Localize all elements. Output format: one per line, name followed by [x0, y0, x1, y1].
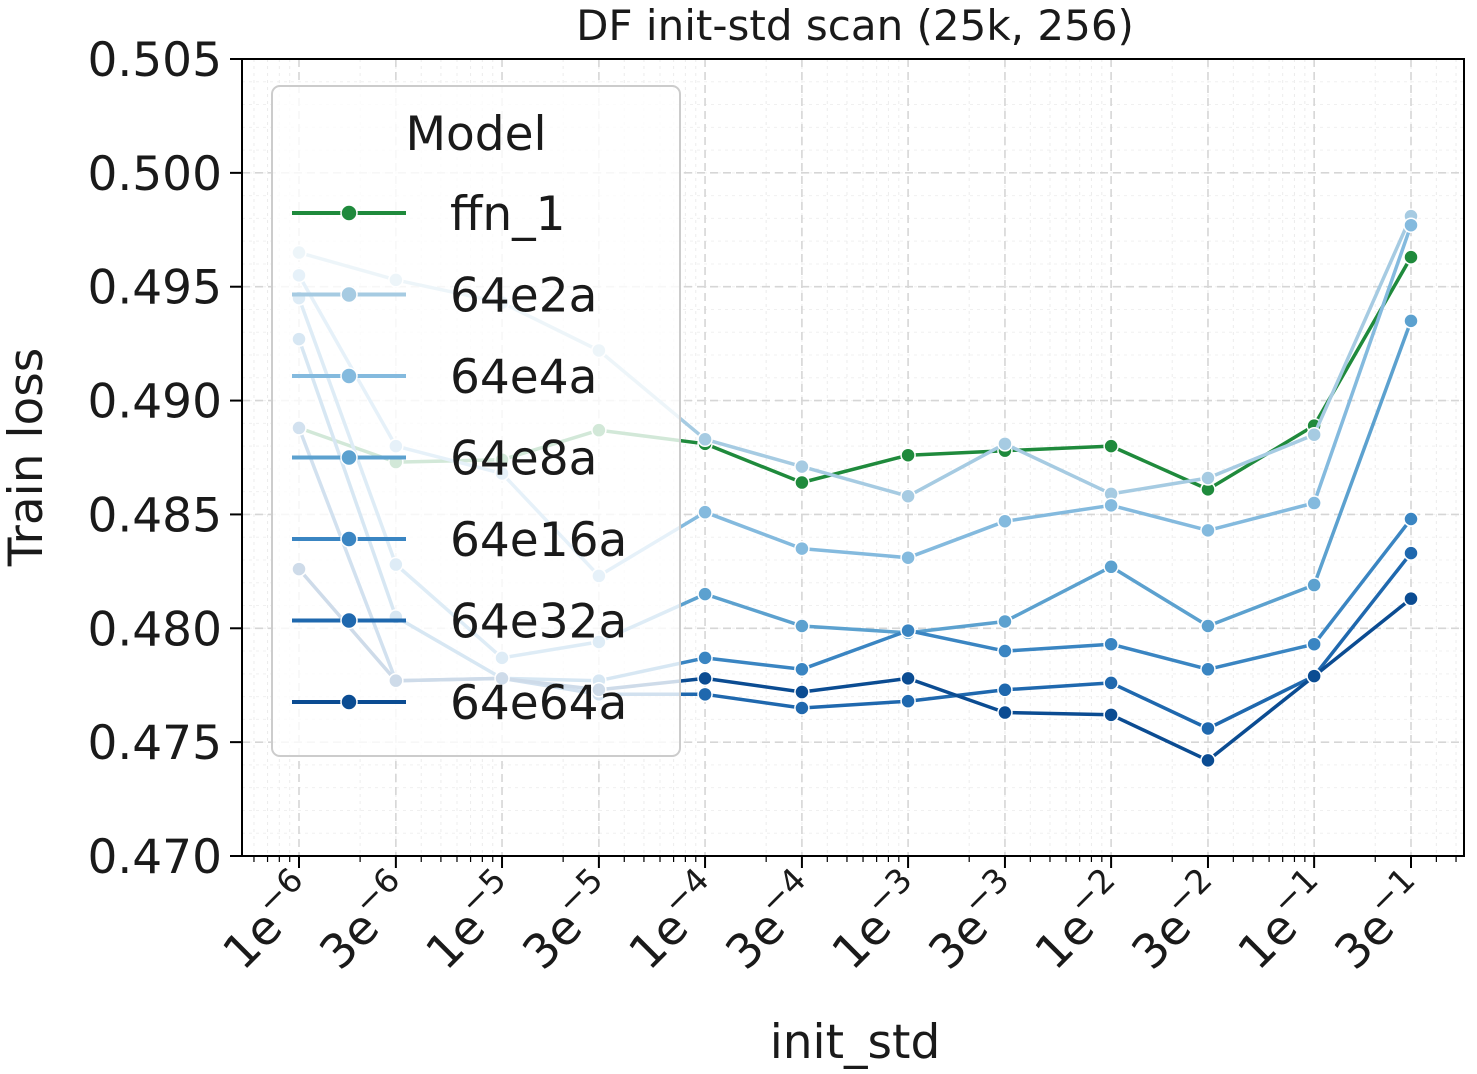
y-tick-label: 0.475	[87, 716, 222, 771]
data-point	[1307, 428, 1321, 442]
legend-label: 64e2a	[450, 269, 597, 324]
data-point	[698, 687, 712, 701]
x-axis-label: init_std	[770, 1015, 941, 1070]
data-point	[901, 671, 915, 685]
data-point	[1201, 662, 1215, 676]
data-point	[1201, 721, 1215, 735]
data-point	[1104, 676, 1118, 690]
data-point	[698, 651, 712, 665]
legend-marker	[341, 694, 357, 710]
y-tick-label: 0.470	[87, 830, 222, 885]
data-point	[795, 701, 809, 715]
data-point	[1404, 314, 1418, 328]
legend-title: Model	[405, 107, 546, 162]
legend-label: 64e4a	[450, 350, 597, 405]
data-point	[1404, 512, 1418, 526]
data-point	[698, 505, 712, 519]
data-point	[698, 671, 712, 685]
y-tick-label: 0.490	[87, 375, 222, 430]
data-point	[901, 489, 915, 503]
data-point	[1104, 498, 1118, 512]
data-point	[998, 614, 1012, 628]
legend-marker	[341, 613, 357, 629]
data-point	[1307, 637, 1321, 651]
data-point	[1104, 439, 1118, 453]
legend-label: ffn_1	[450, 187, 566, 242]
data-point	[1307, 578, 1321, 592]
legend-label: 64e8a	[450, 432, 597, 487]
data-point	[1104, 637, 1118, 651]
data-point	[1404, 250, 1418, 264]
y-tick-label: 0.495	[87, 261, 222, 316]
data-point	[998, 706, 1012, 720]
data-point	[998, 514, 1012, 528]
legend: Model ffn_1 64e2a 64e4a 64e8a 64e16a 64e32a 64…	[272, 86, 680, 756]
data-point	[901, 448, 915, 462]
y-axis-label: Train loss	[0, 348, 54, 568]
data-point	[1104, 560, 1118, 574]
data-point	[901, 624, 915, 638]
data-point	[1404, 218, 1418, 232]
data-point	[795, 460, 809, 474]
data-point	[901, 694, 915, 708]
data-point	[698, 587, 712, 601]
data-point	[795, 662, 809, 676]
data-point	[1104, 708, 1118, 722]
data-point	[998, 644, 1012, 658]
data-point	[1307, 496, 1321, 510]
data-point	[1201, 753, 1215, 767]
legend-label: 64e32a	[450, 595, 627, 650]
data-point	[998, 683, 1012, 697]
data-point	[795, 476, 809, 490]
data-point	[795, 685, 809, 699]
data-point	[901, 551, 915, 565]
data-point	[1201, 523, 1215, 537]
legend-marker	[341, 368, 357, 384]
data-point	[1404, 546, 1418, 560]
legend-marker	[341, 287, 357, 303]
data-point	[1307, 669, 1321, 683]
legend-label: 64e16a	[450, 513, 627, 568]
data-point	[1201, 471, 1215, 485]
data-point	[1201, 619, 1215, 633]
legend-marker	[341, 450, 357, 466]
y-tick-label: 0.500	[87, 147, 222, 202]
data-point	[998, 437, 1012, 451]
data-point	[795, 542, 809, 556]
y-tick-label: 0.485	[87, 488, 222, 543]
y-tick-label: 0.505	[87, 33, 222, 88]
legend-label: 64e64a	[450, 676, 627, 731]
data-point	[1404, 592, 1418, 606]
legend-marker	[341, 531, 357, 547]
legend-marker	[341, 205, 357, 221]
y-tick-label: 0.480	[87, 602, 222, 657]
data-point	[698, 432, 712, 446]
data-point	[795, 619, 809, 633]
chart-title: DF init-std scan (25k, 256)	[576, 1, 1134, 50]
